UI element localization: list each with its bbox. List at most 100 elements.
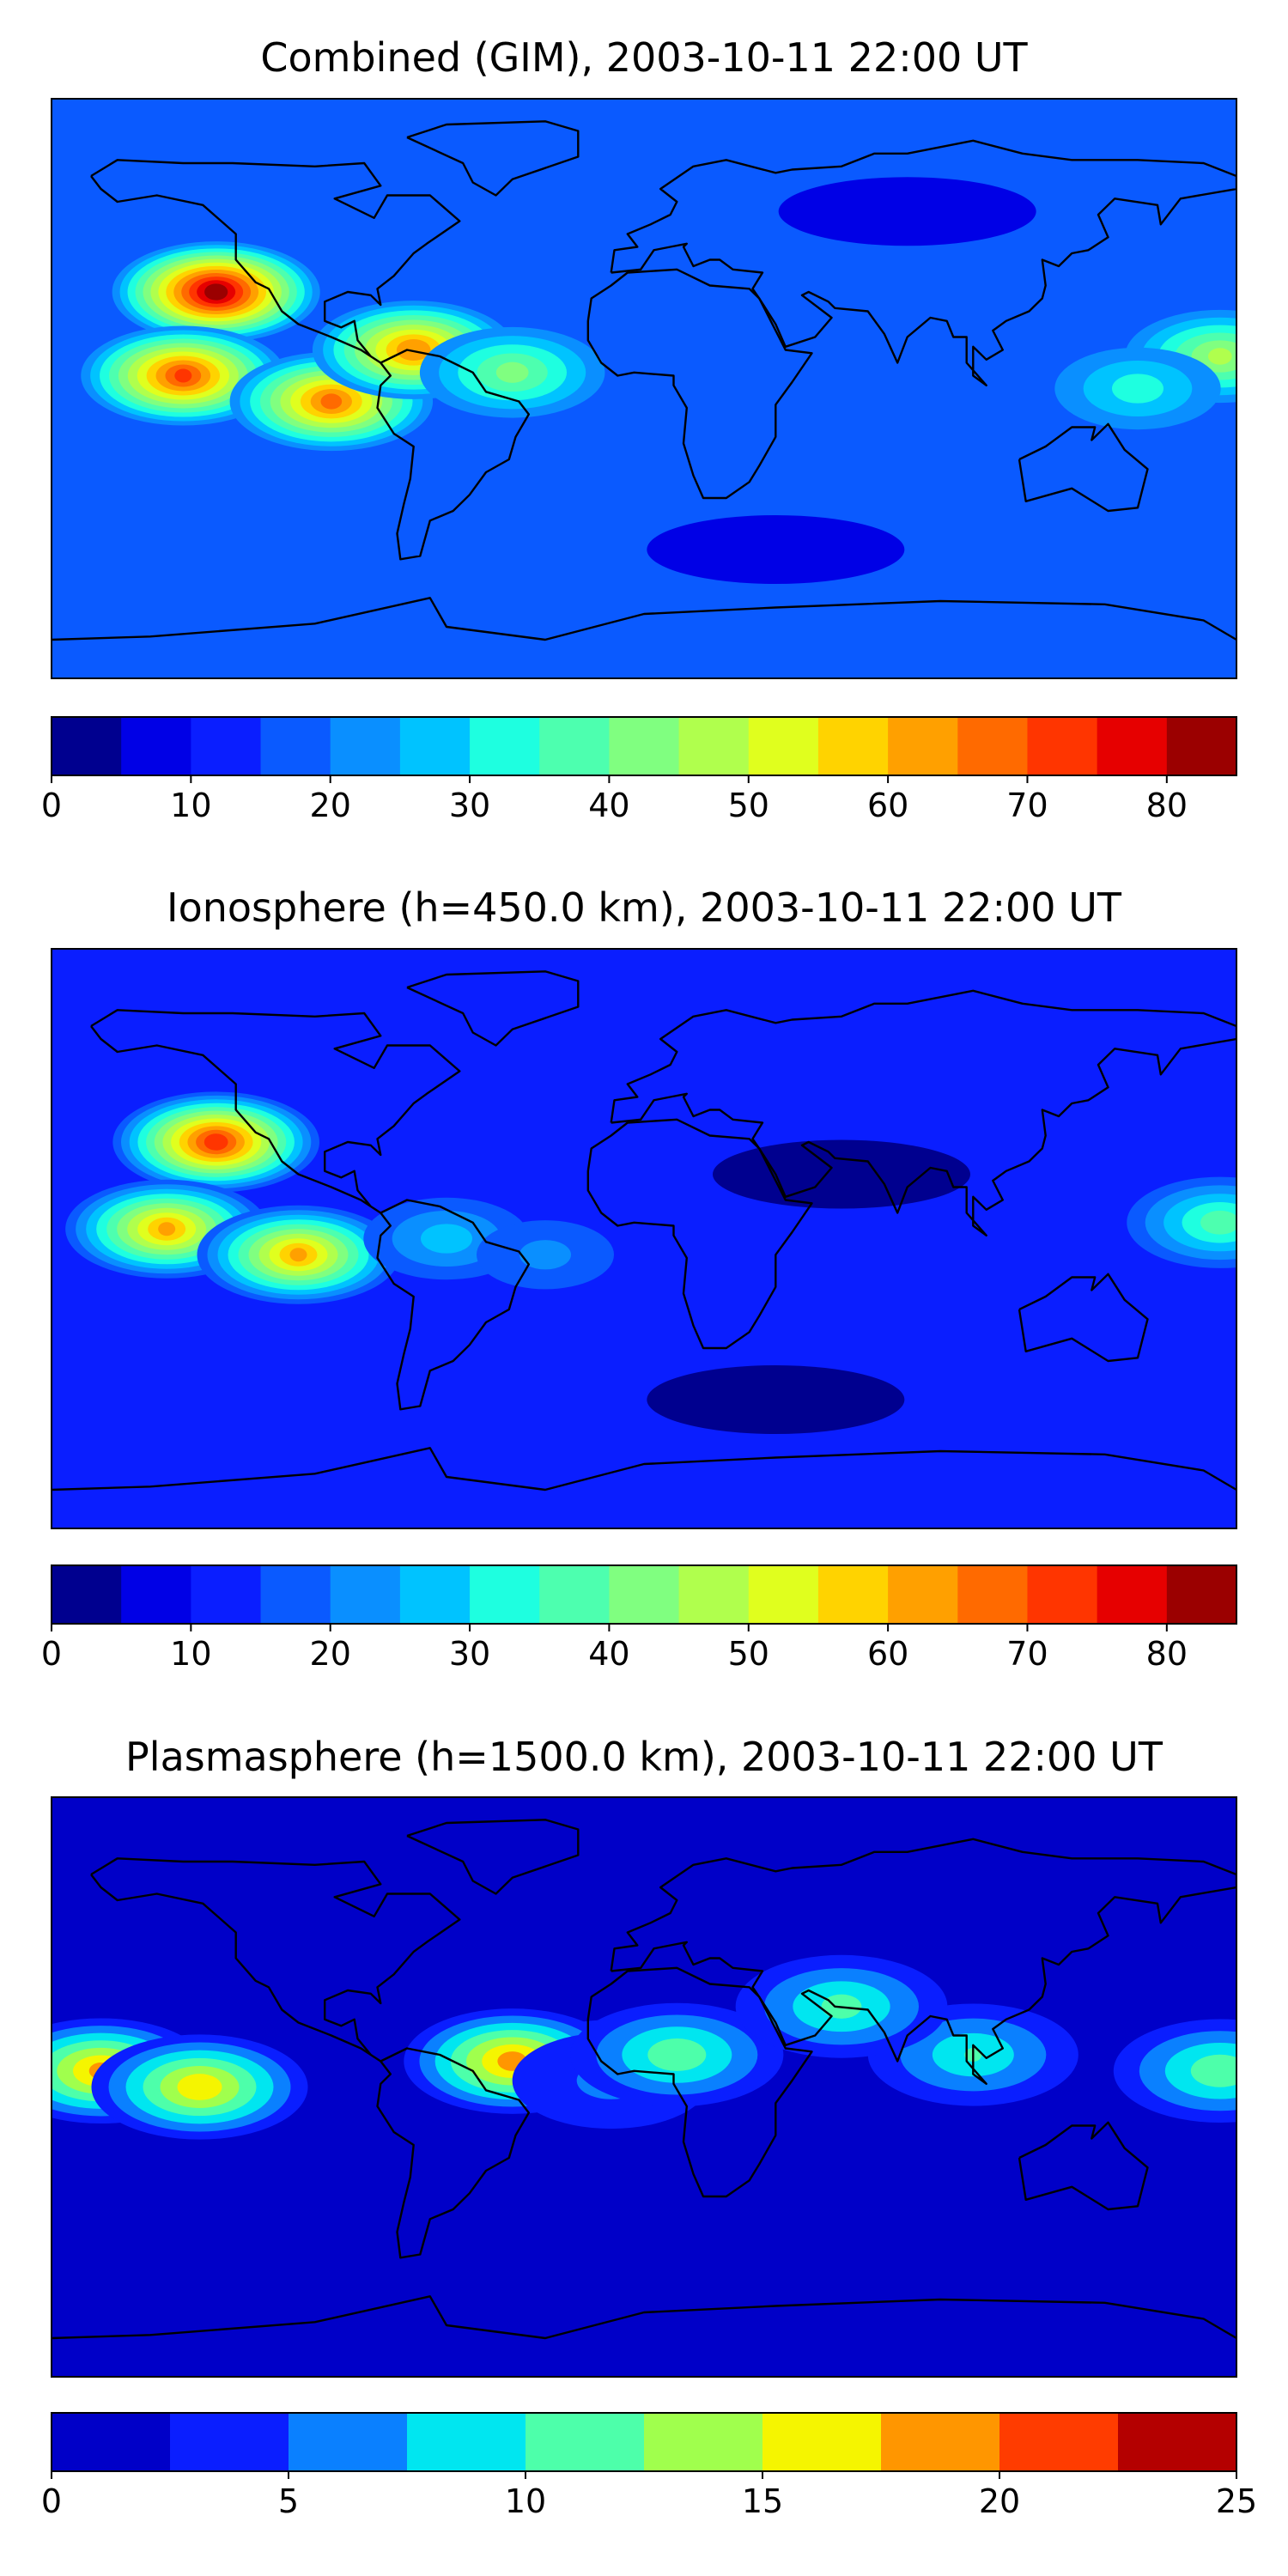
contour-caribbean-crest (396, 339, 431, 361)
colorbar-tick-label: 20 (979, 2482, 1020, 2520)
coastline-south-america (376, 1199, 530, 1411)
colorbar-segment (644, 2413, 763, 2471)
map-frame (51, 98, 1237, 679)
colorbar-tick-label: 0 (41, 787, 62, 824)
panel-title: Combined (GIM), 2003-10-11 22:00 UT (260, 34, 1028, 81)
coastline-antarctica (52, 597, 1236, 641)
contour-siberia-low (778, 177, 1036, 246)
colorbar-segment (888, 1565, 958, 1624)
contour-pacific-north-peak (204, 283, 228, 301)
colorbar-segment (888, 717, 958, 775)
colorbar-segment (881, 2413, 1000, 2471)
colorbar-tick-label: 30 (449, 787, 490, 824)
coastline-north-america (90, 159, 461, 364)
colorbar: 0 10 20 30 40 50 60 70 80 (41, 1564, 1237, 1673)
colorbar-segment (999, 2413, 1119, 2471)
contour-west-pacific-east-edge (1200, 1210, 1236, 1235)
contour-pacific-south-peak (174, 368, 192, 383)
colorbar-segment (330, 717, 401, 775)
colorbar-segment (678, 1565, 750, 1624)
colorbar-segment (170, 2413, 289, 2471)
colorbar-tick-label: 40 (588, 1635, 629, 1673)
colorbar-frame (51, 1564, 1237, 1625)
colorbar-segment (1027, 1565, 1098, 1624)
colorbar-segment (678, 717, 750, 775)
colorbar-segment (526, 2413, 645, 2471)
colorbar-tick-label: 10 (505, 2482, 546, 2520)
contour-west-pacific-band (1190, 2054, 1236, 2087)
colorbar-segment (260, 1565, 331, 1624)
colorbar-segment (470, 717, 540, 775)
contour-atlantic-tail (495, 361, 529, 383)
colorbar-segment (1097, 1565, 1168, 1624)
contour-pacific-south-peak (158, 1222, 176, 1236)
colorbar-tick-label: 10 (170, 1635, 211, 1673)
map-frame (51, 948, 1237, 1529)
colorbar-tick-label: 10 (170, 787, 211, 824)
contour-indian-ocean-low (647, 515, 905, 584)
contour-asia-low (713, 1139, 970, 1209)
coastline-north-america (90, 1857, 461, 2063)
coastline-north-america (90, 1009, 461, 1214)
combined-tec-map (52, 99, 1236, 678)
coastline-australia (1018, 1273, 1149, 1363)
colorbar-segment (1118, 2413, 1237, 2471)
colorbar-segment (121, 717, 191, 775)
colorbar-segment (470, 1565, 540, 1624)
coastline-africa (586, 1966, 813, 2198)
colorbar-segment (330, 1565, 401, 1624)
colorbar-tick-label: 0 (41, 1635, 62, 1673)
coastline-greenland (406, 120, 580, 197)
coastline-eurasia (610, 139, 1236, 386)
coastline-antarctica (52, 1447, 1236, 1492)
colorbar-segment (748, 717, 819, 775)
colorbar-segment (957, 1565, 1028, 1624)
colorbar-segment (817, 717, 889, 775)
colorbar-tick-label: 70 (1006, 787, 1048, 824)
colorbar-tick-label: 40 (588, 787, 629, 824)
colorbar-segment (399, 1565, 471, 1624)
colorbar-tick-label: 0 (41, 2482, 62, 2520)
colorbar-segment (748, 1565, 819, 1624)
ionosphere-tec-map (52, 949, 1236, 1528)
colorbar-tick-label: 15 (742, 2482, 783, 2520)
colorbar: 0 10 20 30 40 50 60 70 80 (41, 716, 1237, 824)
contour-south-america-band (421, 1224, 472, 1254)
contour-pacific-center-peak (177, 2074, 222, 2100)
colorbar-tick-label: 5 (278, 2482, 299, 2520)
colorbar-tick-label: 20 (310, 787, 351, 824)
contour-pacific-southeast-peak (289, 1248, 307, 1262)
colorbar-segment (289, 2413, 408, 2471)
coastline-africa (586, 1118, 813, 1350)
colorbar-tick-label: 80 (1146, 1635, 1188, 1673)
colorbar-segment (957, 717, 1028, 775)
panel-title: Ionosphere (h=450.0 km), 2003-10-11 22:0… (167, 884, 1122, 931)
colorbar-tick-label: 60 (867, 1635, 908, 1673)
colorbar-segment (609, 1565, 680, 1624)
colorbar-tick-label: 20 (310, 1635, 351, 1673)
colorbar-frame (51, 2412, 1237, 2472)
colorbar-segment (539, 717, 610, 775)
contour-west-pacific-inner (1112, 374, 1163, 404)
colorbar-segment (1166, 717, 1237, 775)
colorbar-segment (121, 1565, 191, 1624)
coastline-eurasia (610, 989, 1236, 1237)
coastline-australia (1018, 422, 1149, 513)
contour-west-pacific-east-edge (1207, 348, 1232, 365)
panel-title: Plasmasphere (h=1500.0 km), 2003-10-11 2… (125, 1734, 1163, 1780)
coastline-africa (586, 268, 813, 500)
colorbar-segment (817, 1565, 889, 1624)
coastline-australia (1018, 2121, 1149, 2211)
colorbar-tick-label: 50 (728, 787, 769, 824)
colorbar-segment (1027, 717, 1098, 775)
coastline-eurasia (610, 1838, 1236, 2086)
colorbar-segment (1166, 1565, 1237, 1624)
colorbar-segment (52, 2413, 171, 2471)
colorbar-segment (191, 1565, 262, 1624)
colorbar: 0 5 10 15 20 25 (41, 2412, 1257, 2520)
colorbar-segment (260, 717, 331, 775)
colorbar-segment (609, 717, 680, 775)
contour-africa-band (647, 2038, 707, 2071)
coastline-greenland (406, 1819, 580, 1895)
